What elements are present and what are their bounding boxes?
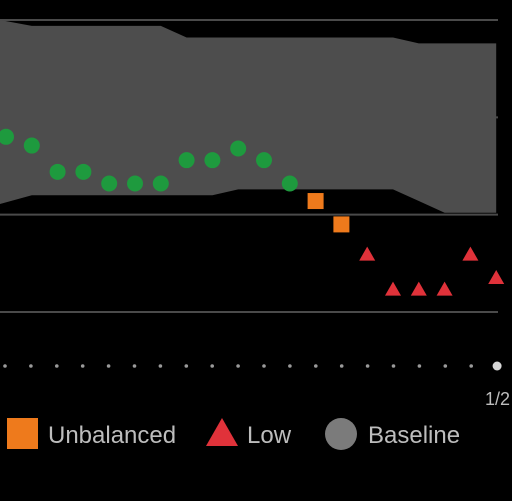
baseline-band	[0, 20, 497, 213]
point-low-4[interactable]	[462, 246, 479, 261]
legend-item-low[interactable]: Low	[206, 418, 292, 449]
pager-dot[interactable]	[132, 364, 137, 368]
pager-dot[interactable]	[29, 364, 33, 368]
page-indicator: 1/2	[485, 389, 510, 409]
point-baseline-11[interactable]	[281, 175, 298, 192]
legend-triangle-icon	[206, 418, 238, 446]
point-low-0[interactable]	[359, 246, 376, 261]
pager-dot[interactable]	[3, 364, 7, 368]
legend-label-unbalanced: Unbalanced	[48, 422, 176, 449]
pager-dots[interactable]	[3, 361, 502, 371]
legend-label-low: Low	[247, 422, 292, 449]
pager-dot[interactable]	[210, 364, 214, 368]
pager-dot[interactable]	[55, 364, 59, 368]
point-baseline-4[interactable]	[101, 175, 118, 192]
point-low-3[interactable]	[436, 281, 453, 296]
pager-dot[interactable]	[158, 364, 163, 368]
point-low-2[interactable]	[410, 281, 427, 296]
point-baseline-5[interactable]	[127, 175, 143, 192]
pager-dot[interactable]	[339, 364, 344, 368]
pager-dot[interactable]	[469, 364, 474, 368]
point-unbalanced-1[interactable]	[333, 216, 350, 233]
pager-dot[interactable]	[184, 364, 189, 368]
legend-square-icon	[7, 418, 38, 449]
point-baseline-10[interactable]	[256, 152, 272, 169]
point-unbalanced-0[interactable]	[307, 193, 324, 210]
pager-dot[interactable]	[80, 364, 85, 368]
legend: Unbalanced Low Baseline	[7, 418, 460, 450]
pager-dot-active[interactable]	[492, 361, 502, 371]
point-baseline-1[interactable]	[23, 137, 40, 154]
pager-dot[interactable]	[314, 364, 318, 368]
legend-label-baseline: Baseline	[368, 422, 460, 449]
pager-dot[interactable]	[443, 364, 448, 368]
legend-item-unbalanced[interactable]: Unbalanced	[7, 418, 176, 449]
pager-dot[interactable]	[417, 364, 422, 368]
pager-dot[interactable]	[106, 364, 111, 368]
point-baseline-2[interactable]	[49, 163, 66, 180]
pager-dot[interactable]	[288, 364, 292, 368]
point-baseline-7[interactable]	[178, 152, 195, 169]
legend-circle-icon	[325, 418, 357, 450]
pager-dot[interactable]	[391, 364, 396, 368]
point-low-5[interactable]	[488, 269, 505, 284]
point-baseline-3[interactable]	[75, 163, 92, 180]
data-points	[0, 128, 505, 296]
pager-dot[interactable]	[262, 364, 266, 368]
point-baseline-8[interactable]	[204, 152, 221, 169]
point-baseline-0[interactable]	[0, 128, 14, 145]
point-baseline-9[interactable]	[230, 140, 247, 157]
point-low-1[interactable]	[385, 281, 401, 296]
point-baseline-6[interactable]	[152, 175, 169, 192]
pager-dot[interactable]	[236, 364, 240, 368]
legend-item-baseline[interactable]: Baseline	[325, 418, 460, 450]
pager-dot[interactable]	[365, 364, 370, 368]
